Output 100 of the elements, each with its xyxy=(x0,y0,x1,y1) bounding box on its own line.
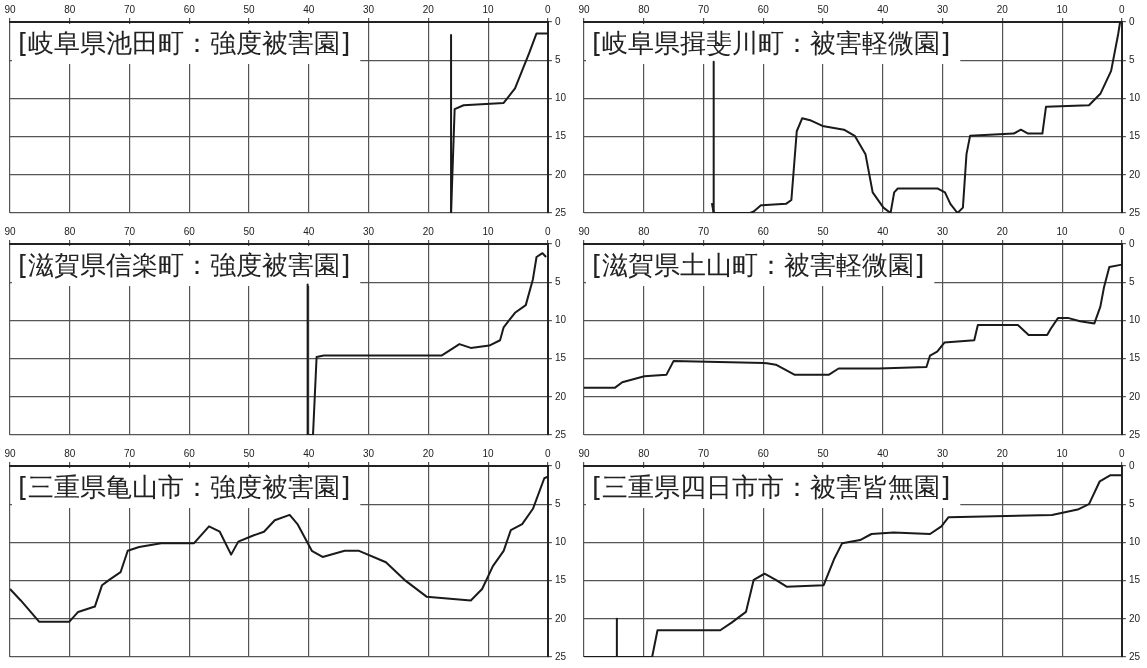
y-tick-label: 0 xyxy=(554,237,561,249)
chart-title: [滋賀県土山町：被害軽微園] xyxy=(592,249,925,280)
y-tick-label: 10 xyxy=(1128,536,1141,548)
x-tick-label: 10 xyxy=(1056,225,1069,237)
y-tick-label: 10 xyxy=(554,314,567,326)
y-tick-label: 0 xyxy=(554,15,561,27)
y-tick-label: 20 xyxy=(1128,390,1141,402)
x-tick-label: 20 xyxy=(996,225,1009,237)
x-tick-label: 70 xyxy=(123,3,136,15)
x-tick-label: 80 xyxy=(638,225,650,237)
chart-title: [岐阜県池田町：強度被害園] xyxy=(18,27,351,58)
x-tick-label: 40 xyxy=(877,447,889,459)
y-tick-label: 20 xyxy=(1128,612,1141,624)
x-tick-label: 0 xyxy=(1119,225,1126,237)
y-tick-label: 5 xyxy=(1128,53,1135,65)
x-tick-label: 80 xyxy=(638,3,650,15)
x-tick-label: 80 xyxy=(64,447,76,459)
chart-title: [三重県四日市市：被害皆無園] xyxy=(592,471,951,502)
x-tick-label: 40 xyxy=(877,225,889,237)
y-tick-label: 15 xyxy=(1128,130,1141,142)
y-tick-label: 5 xyxy=(1128,275,1135,287)
x-tick-label: 10 xyxy=(482,447,495,459)
y-tick-label: 0 xyxy=(554,459,561,471)
y-tick-label: 15 xyxy=(554,352,567,364)
y-tick-label: 25 xyxy=(554,428,567,440)
y-tick-label: 25 xyxy=(554,650,567,662)
y-tick-label: 25 xyxy=(554,206,567,218)
x-tick-label: 10 xyxy=(1056,447,1069,459)
x-tick-label: 20 xyxy=(996,3,1009,15)
x-tick-label: 50 xyxy=(243,447,256,459)
y-tick-label: 0 xyxy=(1128,237,1135,249)
chart-title: [三重県亀山市：強度被害園] xyxy=(18,471,351,502)
x-tick-label: 10 xyxy=(482,3,495,15)
x-tick-label: 30 xyxy=(363,447,375,459)
y-tick-label: 10 xyxy=(554,536,567,548)
x-tick-label: 70 xyxy=(123,225,136,237)
y-tick-label: 0 xyxy=(1128,459,1135,471)
x-tick-label: 40 xyxy=(303,447,315,459)
y-tick-label: 15 xyxy=(1128,574,1141,586)
x-tick-label: 0 xyxy=(545,447,552,459)
x-tick-label: 30 xyxy=(937,225,949,237)
x-tick-label: 30 xyxy=(363,225,375,237)
y-tick-label: 25 xyxy=(1128,206,1141,218)
x-tick-label: 10 xyxy=(1056,3,1069,15)
y-tick-label: 0 xyxy=(1128,15,1135,27)
x-tick-label: 80 xyxy=(64,3,76,15)
x-tick-label: 30 xyxy=(937,447,949,459)
y-tick-label: 10 xyxy=(1128,314,1141,326)
x-tick-label: 50 xyxy=(243,225,256,237)
x-tick-label: 60 xyxy=(757,447,770,459)
x-tick-label: 20 xyxy=(422,225,435,237)
x-tick-label: 20 xyxy=(422,447,435,459)
x-tick-label: 70 xyxy=(697,447,710,459)
y-tick-label: 20 xyxy=(554,390,567,402)
x-tick-label: 90 xyxy=(578,3,590,15)
x-tick-label: 50 xyxy=(243,3,256,15)
x-tick-label: 50 xyxy=(817,225,830,237)
x-tick-label: 60 xyxy=(183,3,196,15)
y-tick-label: 25 xyxy=(1128,650,1141,662)
x-tick-label: 20 xyxy=(422,3,435,15)
x-tick-label: 80 xyxy=(64,225,76,237)
x-tick-label: 70 xyxy=(123,447,136,459)
y-tick-label: 15 xyxy=(554,130,567,142)
x-tick-label: 0 xyxy=(545,225,552,237)
y-tick-label: 10 xyxy=(1128,92,1141,104)
x-tick-label: 70 xyxy=(697,225,710,237)
x-tick-label: 30 xyxy=(937,3,949,15)
x-tick-label: 0 xyxy=(545,3,552,15)
y-tick-label: 20 xyxy=(554,612,567,624)
y-tick-label: 15 xyxy=(554,574,567,586)
y-tick-label: 20 xyxy=(1128,168,1141,180)
x-tick-label: 30 xyxy=(363,3,375,15)
x-tick-label: 20 xyxy=(996,447,1009,459)
y-tick-label: 5 xyxy=(1128,497,1135,509)
x-tick-label: 80 xyxy=(638,447,650,459)
chart-title: [岐阜県揖斐川町：被害軽微園] xyxy=(592,27,951,58)
chart-title: [滋賀県信楽町：強度被害園] xyxy=(18,249,351,280)
x-tick-label: 0 xyxy=(1119,3,1126,15)
y-tick-label: 15 xyxy=(1128,352,1141,364)
x-tick-label: 50 xyxy=(817,447,830,459)
x-tick-label: 10 xyxy=(482,225,495,237)
y-tick-label: 20 xyxy=(554,168,567,180)
y-tick-label: 5 xyxy=(554,275,561,287)
x-tick-label: 90 xyxy=(578,447,590,459)
x-tick-label: 90 xyxy=(4,3,16,15)
x-tick-label: 90 xyxy=(4,447,16,459)
x-tick-label: 60 xyxy=(757,3,770,15)
x-tick-label: 60 xyxy=(183,225,196,237)
x-tick-label: 60 xyxy=(757,225,770,237)
y-tick-label: 10 xyxy=(554,92,567,104)
x-tick-label: 70 xyxy=(697,3,710,15)
y-tick-label: 5 xyxy=(554,53,561,65)
x-tick-label: 90 xyxy=(4,225,16,237)
x-tick-label: 40 xyxy=(303,3,315,15)
x-tick-label: 50 xyxy=(817,3,830,15)
x-tick-label: 40 xyxy=(877,3,889,15)
x-tick-label: 0 xyxy=(1119,447,1126,459)
x-tick-label: 60 xyxy=(183,447,196,459)
y-tick-label: 5 xyxy=(554,497,561,509)
x-tick-label: 90 xyxy=(578,225,590,237)
